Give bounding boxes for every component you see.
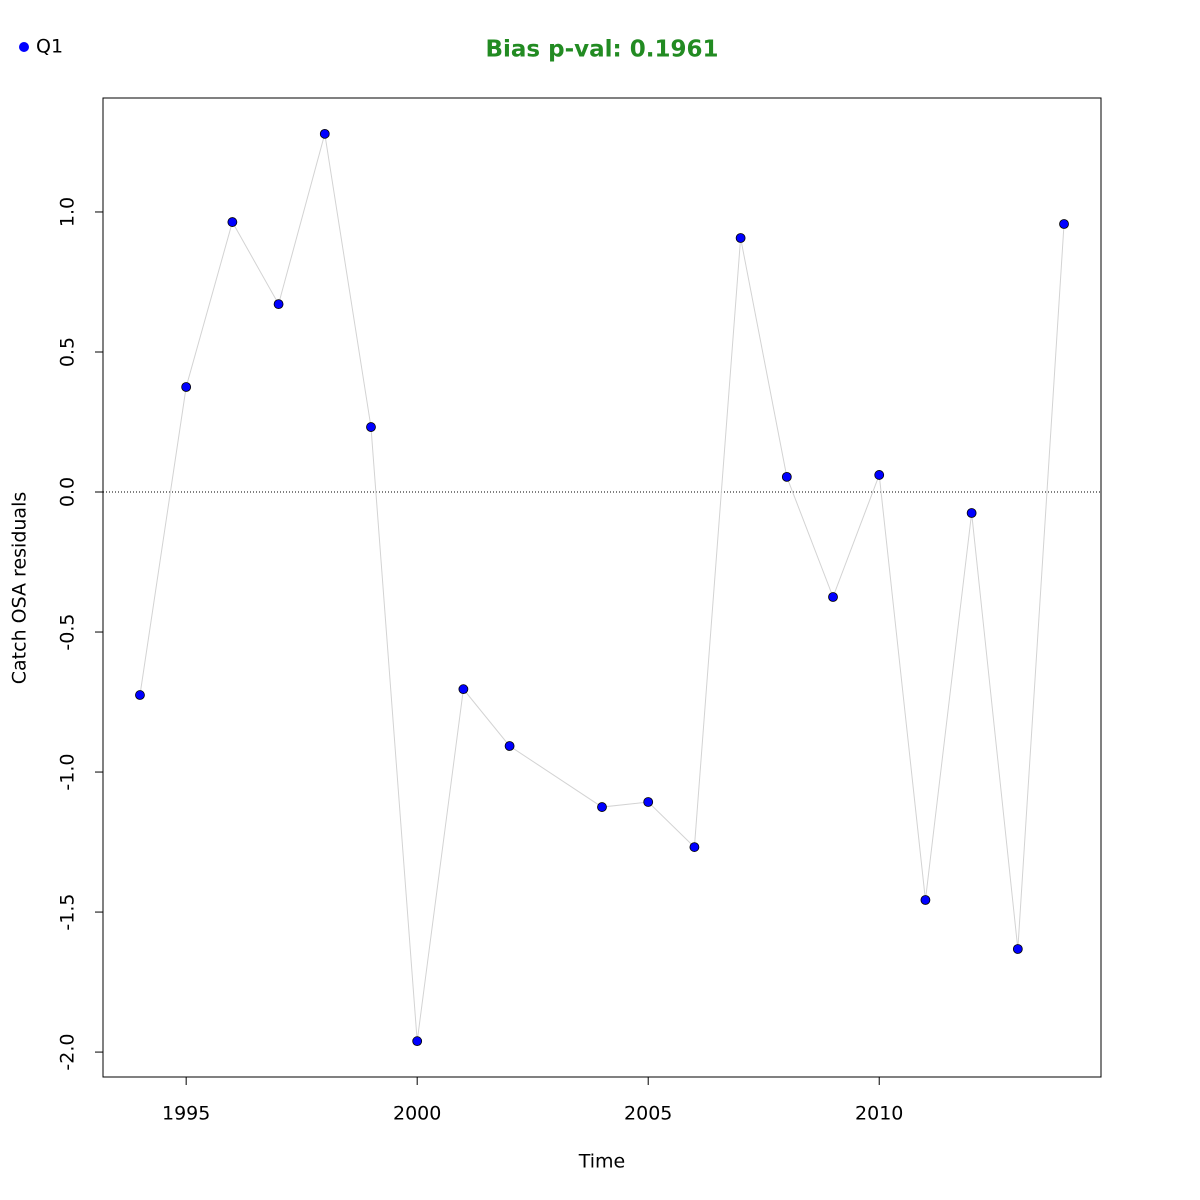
data-point: [458, 684, 469, 695]
data-point: [1012, 944, 1023, 954]
data-point: [920, 895, 931, 905]
data-point: [319, 128, 330, 139]
data-point: [366, 422, 376, 432]
data-point: [1059, 219, 1069, 229]
x-tick-label: 2005: [624, 1103, 672, 1125]
y-tick-label: -1.5: [57, 894, 79, 931]
data-point: [643, 797, 654, 807]
data-point: [828, 592, 838, 602]
chart-title: Bias p-val: 0.1961: [486, 37, 719, 63]
x-axis-label: Time: [578, 1151, 626, 1173]
y-tick-label: -2.0: [57, 1034, 79, 1071]
y-tick-label: 0.0: [57, 477, 79, 507]
data-point: [597, 802, 607, 812]
series-line: [139, 133, 1065, 1042]
data-point: [181, 382, 192, 392]
x-tick-label: 1995: [162, 1103, 210, 1125]
data-point: [874, 470, 885, 480]
y-tick-label: -0.5: [57, 613, 79, 650]
data-point: [135, 690, 145, 700]
data-point: [966, 508, 977, 518]
legend-marker: [19, 42, 29, 52]
data-point: [781, 471, 792, 482]
data-point: [689, 842, 700, 852]
y-tick-label: -1.0: [57, 754, 79, 791]
y-tick-label: 1.0: [57, 197, 79, 227]
data-point: [735, 233, 746, 243]
x-tick-label: 2000: [393, 1103, 441, 1125]
data-point: [504, 741, 515, 751]
y-tick-label: 0.5: [57, 337, 79, 367]
legend-label: Q1: [36, 36, 63, 58]
data-point: [412, 1036, 423, 1047]
y-axis-label: Catch OSA residuals: [9, 492, 31, 684]
data-point: [227, 217, 238, 227]
data-point: [273, 299, 284, 310]
x-tick-label: 2010: [855, 1103, 903, 1125]
